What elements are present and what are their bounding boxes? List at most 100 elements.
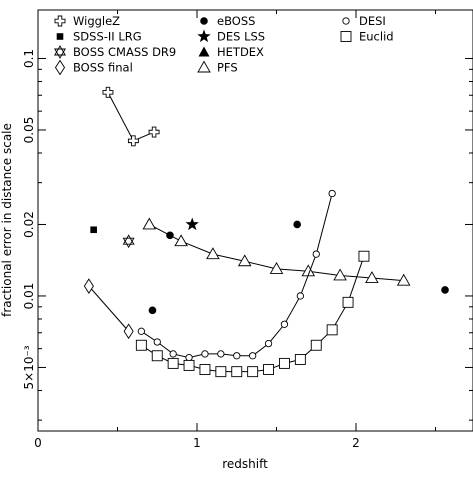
data-point <box>56 33 64 40</box>
legend-entry: PFS <box>197 60 238 75</box>
x-axis-label: redshift <box>222 457 268 471</box>
data-point <box>328 189 336 198</box>
data-point <box>333 268 347 281</box>
data-point <box>127 135 139 147</box>
series-desi <box>137 189 336 362</box>
data-point <box>441 286 449 294</box>
series-layer <box>83 86 449 378</box>
legend-entry: WiggleZ <box>54 14 120 28</box>
data-point <box>197 29 211 43</box>
data-point <box>215 366 227 378</box>
data-point <box>167 357 179 369</box>
data-point <box>137 327 146 335</box>
plot-frame <box>37 9 473 432</box>
data-point <box>102 86 114 98</box>
data-point <box>197 60 211 73</box>
data-point <box>296 292 304 300</box>
data-point <box>200 17 208 25</box>
series-line <box>107 92 155 142</box>
data-point <box>326 324 338 336</box>
data-point <box>342 17 350 25</box>
data-point <box>279 357 290 369</box>
data-point <box>198 46 210 57</box>
legend-entry: eBOSS <box>200 14 255 28</box>
data-point <box>396 273 411 286</box>
data-point <box>153 338 161 346</box>
y-axis-label: fractional error in distance scale <box>0 123 14 317</box>
data-point <box>233 352 241 360</box>
data-point <box>294 354 306 365</box>
legend-label: PFS <box>217 61 238 75</box>
series-line <box>88 285 130 332</box>
data-point <box>169 350 177 358</box>
data-point <box>83 278 94 294</box>
data-point <box>280 320 289 328</box>
data-point <box>269 261 284 274</box>
y-tick-label: 0.05 <box>22 117 36 144</box>
legend-entry: HETDEX <box>198 45 264 59</box>
series-eboss <box>148 220 449 315</box>
data-point <box>123 323 134 340</box>
series-pfs <box>142 217 411 286</box>
data-point <box>231 366 243 378</box>
data-point <box>342 296 354 308</box>
data-point <box>185 353 193 362</box>
star-triangle-up <box>54 45 66 56</box>
legend-entry: DES LSS <box>197 29 265 44</box>
data-point <box>263 364 274 375</box>
x-tick-label: 1 <box>193 436 201 450</box>
axis-ticks: 01235×10⁻³0.010.020.050.1 <box>22 10 473 450</box>
legend-entry: Euclid <box>340 30 394 44</box>
legend-label: eBOSS <box>217 14 255 28</box>
data-point <box>54 45 66 59</box>
y-tick-label: 0.02 <box>22 211 36 238</box>
data-point <box>201 350 209 358</box>
series-boss-final <box>83 278 134 340</box>
data-point <box>148 306 157 315</box>
data-point <box>54 59 66 76</box>
data-point <box>247 366 259 378</box>
data-point <box>264 339 273 348</box>
data-point <box>148 126 160 138</box>
legend-entry: BOSS CMASS DR9 <box>54 45 176 59</box>
series-boss-cmass-dr9 <box>122 234 135 249</box>
legend-label: HETDEX <box>217 45 264 59</box>
legend-entry: DESI <box>342 14 386 28</box>
data-point <box>90 226 97 234</box>
data-point <box>151 350 163 362</box>
legend-label: BOSS CMASS DR9 <box>73 45 176 59</box>
data-point <box>293 220 301 229</box>
data-point <box>135 339 147 351</box>
legend-label: DES LSS <box>217 30 265 44</box>
data-point <box>248 352 257 360</box>
series-wigglez <box>102 86 160 147</box>
star-triangle-down <box>122 237 135 249</box>
data-point <box>217 350 225 358</box>
data-point <box>365 271 379 283</box>
legend-label: Euclid <box>359 30 394 44</box>
data-point <box>237 254 252 267</box>
y-tick-label: 5×10⁻³ <box>22 345 36 389</box>
data-point <box>199 364 211 375</box>
star-triangle-down <box>54 48 66 59</box>
data-point <box>54 15 66 27</box>
data-point <box>312 250 320 258</box>
data-point <box>183 359 195 371</box>
x-tick-label: 0 <box>34 436 42 450</box>
series-sdss-ii-lrg <box>90 226 97 234</box>
legend-label: SDSS-II LRG <box>73 30 142 44</box>
series-des-lss <box>185 217 199 231</box>
data-point <box>142 217 157 230</box>
data-point <box>358 250 370 262</box>
legend-entry: BOSS final <box>54 59 133 76</box>
data-point <box>174 234 188 247</box>
y-tick-label: 0.1 <box>22 49 36 68</box>
data-point <box>310 339 322 351</box>
x-tick-label: 2 <box>352 436 360 450</box>
series-euclid <box>135 250 370 378</box>
data-point <box>206 247 220 260</box>
legend-entry: SDSS-II LRG <box>56 30 142 44</box>
legend-label: BOSS final <box>73 61 133 75</box>
